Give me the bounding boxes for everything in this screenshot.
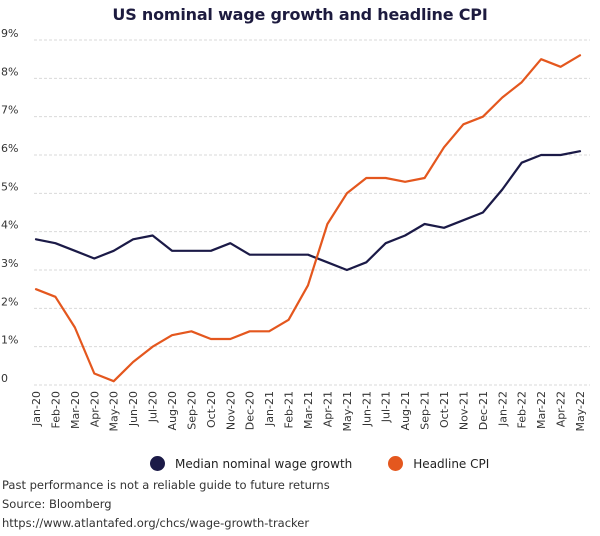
x-tick-label: Nov-21: [457, 391, 470, 430]
x-tick-label: Oct-20: [205, 391, 218, 428]
x-tick-label: Apr-22: [555, 391, 568, 427]
series-line-wage: [34, 150, 582, 272]
footer-source: Source: Bloomberg: [2, 497, 112, 511]
legend-swatch-wage: [150, 456, 165, 471]
line-chart: 0 1% 2% 3% 4% 5% 6% 7% 8% 9% Jan-20 Feb-20 Mar-20 Apr…: [1, 27, 590, 432]
x-tick-label: Jan-21: [263, 391, 276, 427]
x-tick-label: May-22: [574, 391, 587, 432]
footer-url[interactable]: https://www.atlantafed.org/chcs/wage-gro…: [2, 516, 310, 530]
x-tick-label: Feb-21: [283, 391, 296, 428]
x-tick-label: May-21: [341, 391, 354, 432]
y-tick-label: 2%: [1, 295, 18, 308]
x-tick-label: Mar-21: [302, 391, 315, 429]
legend-label-wage: Median nominal wage growth: [175, 456, 353, 471]
x-tick-label: Mar-20: [69, 391, 82, 429]
legend-item-wage: Median nominal wage growth: [150, 456, 352, 471]
legend: Median nominal wage growth Headline CPI: [150, 456, 525, 471]
chart-title: US nominal wage growth and headline CPI: [112, 5, 488, 24]
x-tick-label: Jan-22: [496, 391, 509, 427]
y-tick-label: 7%: [1, 104, 18, 117]
y-tick-label: 0: [1, 372, 8, 385]
x-tick-label: Dec-20: [244, 391, 257, 430]
footer-disclaimer: Past performance is not a reliable guide…: [2, 478, 330, 492]
x-tick-label: Jul-20: [147, 391, 160, 423]
x-tick-label: Oct-21: [438, 391, 451, 428]
x-tick-label: Aug-20: [166, 391, 179, 430]
y-tick-label: 5%: [1, 180, 18, 193]
legend-swatch-cpi: [388, 456, 404, 471]
x-tick-label: Feb-20: [49, 391, 62, 428]
y-tick-label: 8%: [1, 65, 18, 78]
x-tick-label: Jun-21: [360, 391, 373, 427]
x-tick-label: Feb-22: [516, 391, 529, 428]
legend-label-cpi: Headline CPI: [413, 456, 490, 471]
series-line-cpi: [34, 54, 582, 383]
x-tick-label: Mar-22: [535, 391, 548, 429]
x-tick-label: Sep-21: [419, 391, 432, 430]
y-tick-label: 3%: [1, 257, 18, 270]
x-tick-label: Sep-20: [185, 391, 198, 430]
y-tick-label: 4%: [1, 219, 18, 232]
y-tick-label: 6%: [1, 142, 18, 155]
x-tick-label: Apr-21: [321, 391, 334, 427]
x-tick-label: Jan-20: [30, 391, 43, 427]
x-tick-label: May-20: [108, 391, 121, 432]
x-tick-label: Jun-20: [127, 391, 140, 427]
x-tick-label: Aug-21: [399, 391, 412, 430]
x-tick-label: Dec-21: [477, 391, 490, 430]
legend-item-cpi: Headline CPI: [388, 456, 489, 471]
x-tick-label: Apr-20: [88, 391, 101, 427]
y-tick-label: 9%: [1, 27, 18, 40]
x-tick-label: Jul-21: [380, 391, 393, 423]
x-tick-label: Nov-20: [224, 391, 237, 430]
y-tick-label: 1%: [1, 334, 18, 347]
